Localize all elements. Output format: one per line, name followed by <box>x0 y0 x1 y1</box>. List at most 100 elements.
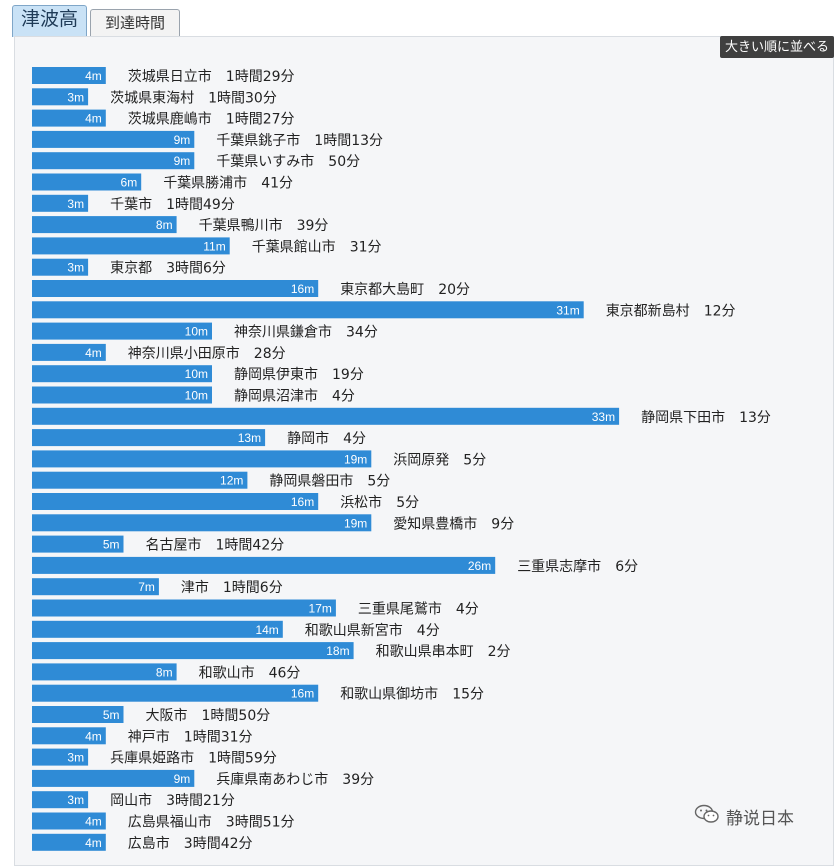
bar-1 <box>32 88 89 106</box>
place-name: 静岡県伊東市 <box>234 366 318 383</box>
arrival-time: 5分 <box>367 474 390 490</box>
arrival-time: 3時間51分 <box>226 815 295 831</box>
place-name: 三重県志摩市 <box>517 558 601 575</box>
bar-34 <box>32 791 89 809</box>
place-time-label: 三重県志摩市 6分 <box>517 558 638 575</box>
bar-27 <box>32 642 354 660</box>
place-name: 静岡県沼津市 <box>234 388 318 405</box>
place-time-label: 千葉県館山市 31分 <box>252 238 382 255</box>
bar-value-label: 8m <box>156 218 173 232</box>
bar-value-label: 18m <box>326 644 349 658</box>
sort-descending-button[interactable]: 大きい順に並べる <box>719 36 834 58</box>
place-time-label: 神奈川県小田原市 28分 <box>128 345 286 362</box>
arrival-time: 4分 <box>417 623 440 639</box>
place-name: 神奈川県小田原市 <box>128 345 240 362</box>
arrival-time: 19分 <box>332 367 364 383</box>
arrival-time: 41分 <box>261 176 293 192</box>
bar-28 <box>32 663 177 681</box>
place-time-label: 兵庫県南あわじ市 39分 <box>216 771 374 788</box>
bar-value-label: 4m <box>85 112 102 126</box>
place-name: 千葉県いすみ市 <box>216 153 314 170</box>
arrival-time: 1時間49分 <box>166 197 235 213</box>
bar-32 <box>32 748 89 766</box>
bar-17 <box>32 429 266 447</box>
place-name: 東京都新島村 <box>606 303 690 319</box>
tab-arrival-time[interactable]: 到達時間 <box>90 9 180 39</box>
place-time-label: 東京都大島町 20分 <box>340 282 470 298</box>
arrival-time: 20分 <box>438 282 470 298</box>
place-name: 千葉県勝浦市 <box>163 175 247 192</box>
bar-29 <box>32 684 319 702</box>
bar-value-label: 10m <box>185 325 208 339</box>
bar-value-label: 12m <box>220 474 243 488</box>
arrival-time: 15分 <box>452 687 484 703</box>
arrival-time: 1時間27分 <box>226 112 295 128</box>
tab-tsunami-height[interactable]: 津波高 <box>12 5 87 37</box>
bar-value-label: 9m <box>174 154 191 168</box>
place-name: 茨城県東海村 <box>110 90 194 106</box>
wechat-logo-icon <box>694 804 720 829</box>
place-name: 広島市 <box>128 835 170 851</box>
place-time-label: 広島県福山市 3時間51分 <box>128 814 295 831</box>
bar-33 <box>32 769 195 787</box>
place-time-label: 静岡県磐田市 5分 <box>269 473 390 490</box>
bar-25 <box>32 599 336 617</box>
bar-value-label: 5m <box>103 538 120 552</box>
arrival-time: 5分 <box>463 452 486 468</box>
bar-value-label: 7m <box>138 580 155 594</box>
place-name: 愛知県豊橋市 <box>393 515 477 532</box>
arrival-time: 3時間6分 <box>166 261 226 277</box>
place-name: 三重県尾鷲市 <box>358 601 442 618</box>
place-name: 兵庫県姫路市 <box>110 750 194 767</box>
bar-8 <box>32 237 230 255</box>
arrival-time: 28分 <box>254 346 286 362</box>
place-name: 和歌山県串本町 <box>376 644 474 660</box>
place-time-label: 和歌山県新宮市 4分 <box>305 622 440 639</box>
place-name: 兵庫県南あわじ市 <box>216 771 328 788</box>
place-name: 千葉市 <box>110 196 152 213</box>
bar-19 <box>32 471 248 489</box>
bar-value-label: 9m <box>174 133 191 147</box>
bar-10 <box>32 280 319 297</box>
bar-value-label: 11m <box>203 239 225 253</box>
bar-13 <box>32 343 106 361</box>
place-name: 浜松市 <box>340 494 382 511</box>
bar-value-label: 4m <box>85 836 102 850</box>
place-time-label: 静岡県沼津市 4分 <box>234 388 355 405</box>
place-time-label: 東京都新島村 12分 <box>606 303 736 319</box>
place-name: 和歌山県新宮市 <box>305 622 403 639</box>
bar-16 <box>32 407 620 425</box>
place-name: 静岡県磐田市 <box>269 473 353 490</box>
place-time-label: 愛知県豊橋市 9分 <box>393 515 514 532</box>
bar-9 <box>32 258 89 276</box>
place-time-label: 三重県尾鷲市 4分 <box>358 601 479 618</box>
arrival-time: 3時間42分 <box>184 836 253 851</box>
place-name: 千葉県館山市 <box>252 238 336 255</box>
place-time-label: 静岡県下田市 13分 <box>641 409 771 426</box>
place-time-label: 茨城県鹿嶋市 1時間27分 <box>128 111 295 128</box>
bar-value-label: 3m <box>67 751 84 765</box>
place-time-label: 和歌山県串本町 2分 <box>376 644 511 660</box>
place-time-label: 神戸市 1時間31分 <box>128 728 253 745</box>
place-time-label: 茨城県日立市 1時間29分 <box>128 68 295 85</box>
bar-21 <box>32 514 372 532</box>
bar-value-label: 19m <box>344 452 367 466</box>
place-time-label: 千葉県銚子市 1時間13分 <box>216 132 383 149</box>
bar-value-label: 4m <box>85 346 102 360</box>
watermark: 静说日本 <box>694 804 794 828</box>
bar-value-label: 3m <box>67 197 84 211</box>
place-time-label: 静岡県伊東市 19分 <box>234 366 364 383</box>
place-name: 神戸市 <box>128 728 170 745</box>
place-time-label: 広島市 3時間42分 <box>128 835 253 851</box>
bar-6 <box>32 194 89 212</box>
place-name: 茨城県鹿嶋市 <box>128 111 212 128</box>
arrival-time: 1時間59分 <box>208 751 277 767</box>
bar-value-label: 19m <box>344 516 367 530</box>
bar-value-label: 10m <box>185 389 208 403</box>
place-name: 岡山市 <box>110 792 152 809</box>
bar-value-label: 16m <box>291 495 314 509</box>
bar-20 <box>32 493 319 510</box>
place-name: 神奈川県鎌倉市 <box>234 324 332 341</box>
arrival-time: 1時間42分 <box>216 538 285 554</box>
place-name: 和歌山県御坊市 <box>340 686 438 703</box>
